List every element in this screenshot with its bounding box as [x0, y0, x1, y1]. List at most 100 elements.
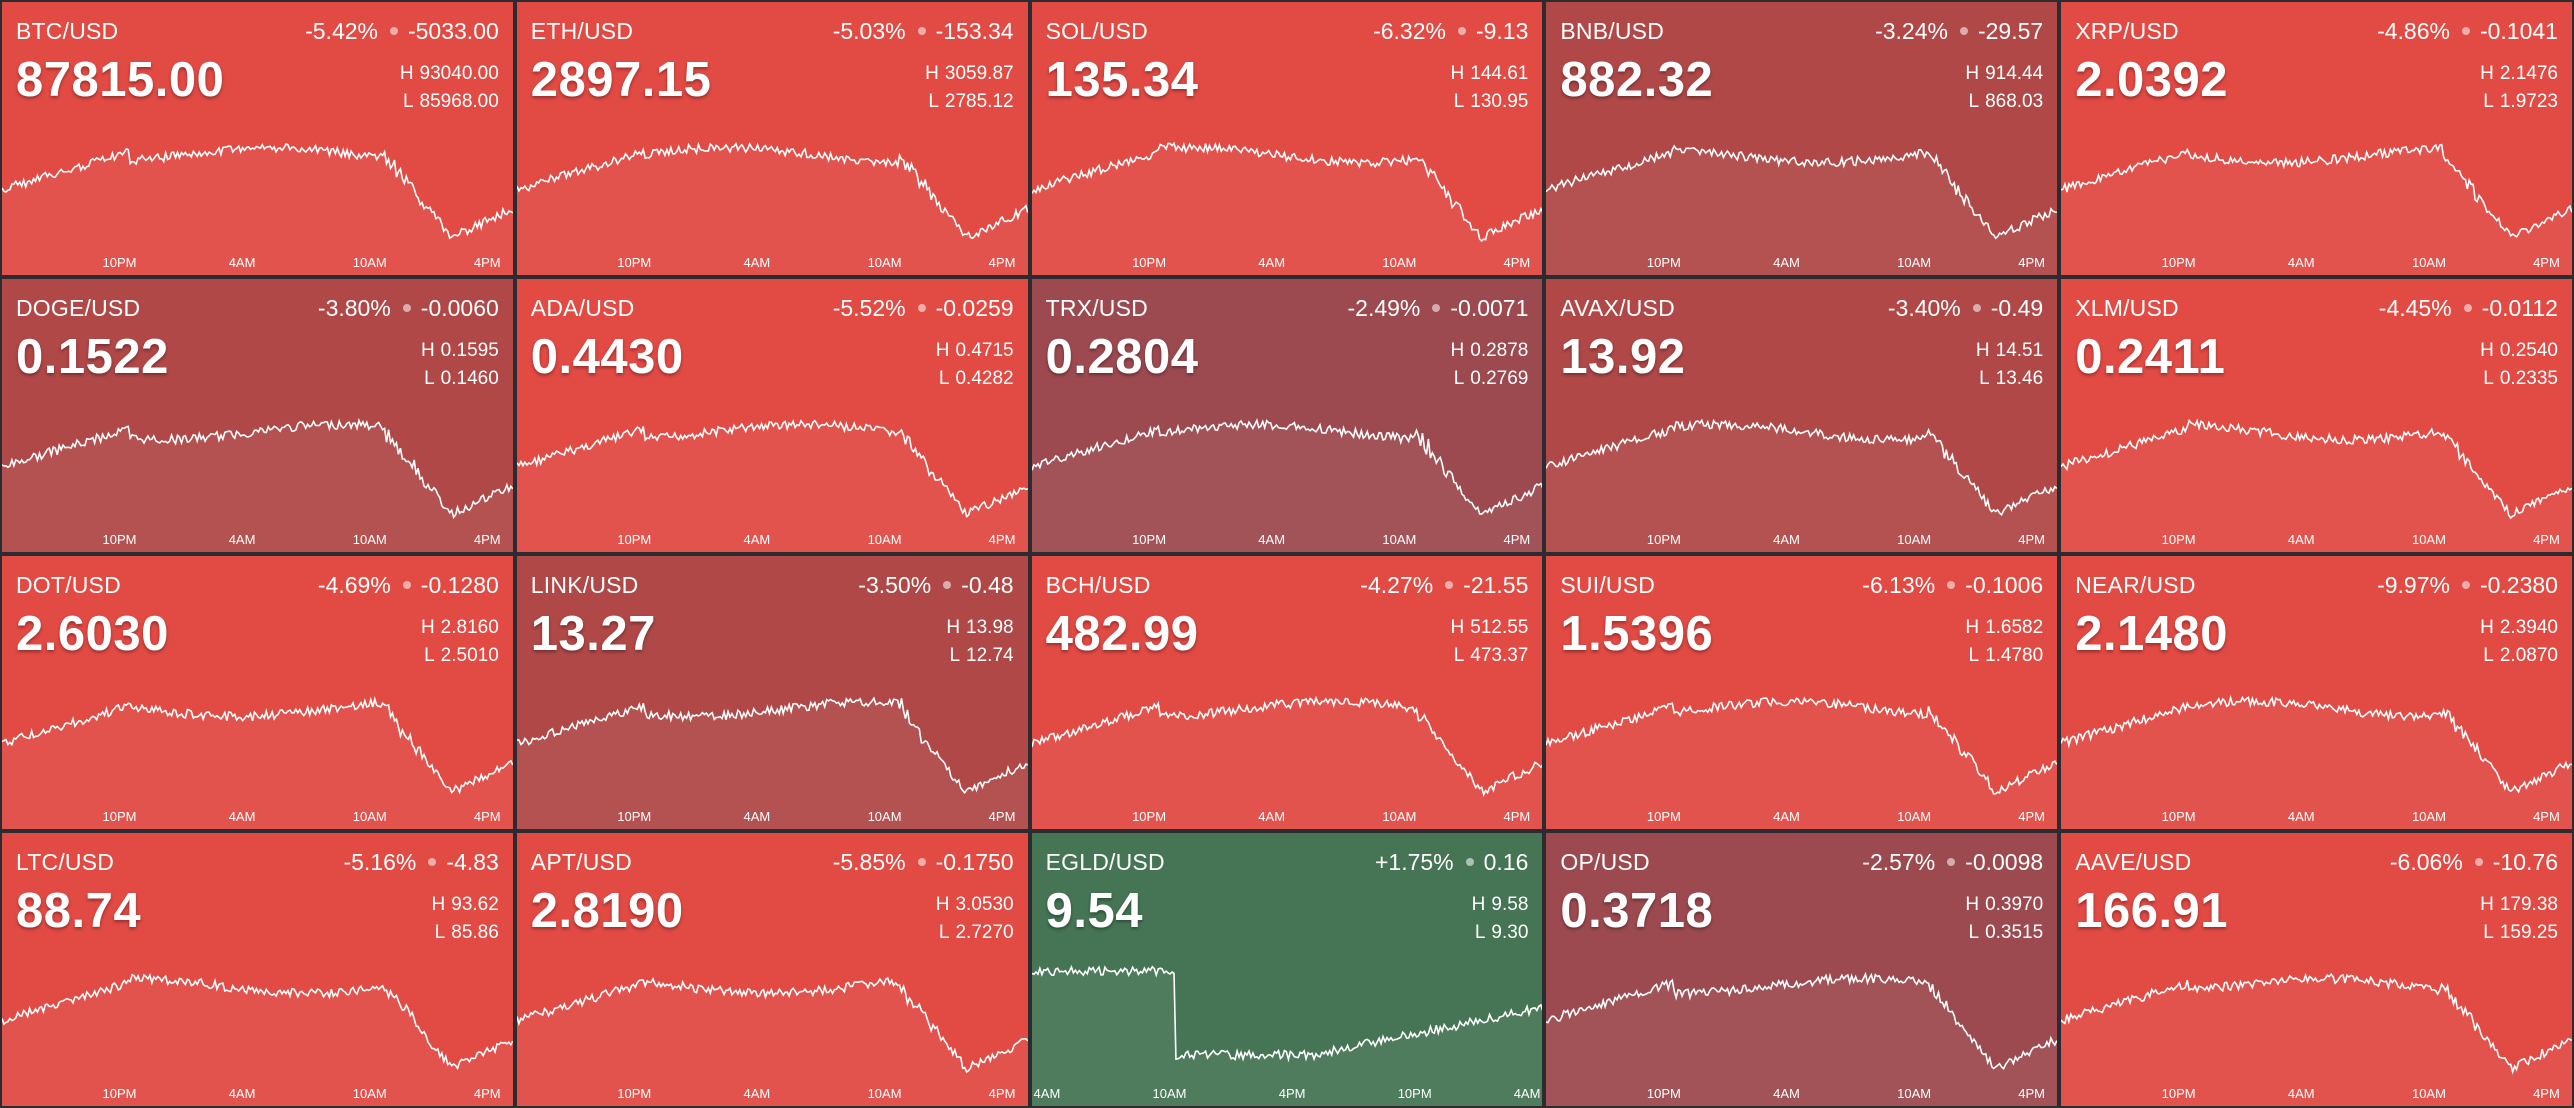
- time-axis-label: 10AM: [1382, 532, 1417, 547]
- change-info: -6.13% -0.1006: [1862, 572, 2043, 599]
- high-label: H: [420, 617, 435, 638]
- sparkline-chart: [516, 382, 1028, 552]
- change-absolute: -0.0071: [1450, 295, 1529, 321]
- time-axis-label: 4AM: [743, 532, 771, 547]
- time-axis-label: 10PM: [1397, 1086, 1432, 1101]
- high-label: H: [420, 340, 435, 361]
- sparkline-chart: [2, 659, 513, 829]
- symbol-label: ETH/USD: [530, 18, 634, 44]
- ticker-tile[interactable]: NEAR/USD -9.97% -0.2380 2.1480 H 2.3940 L 2.087…: [2061, 556, 2572, 829]
- ticker-tile[interactable]: APT/USD -5.85% -0.1750 2.8190 H 3.0530 L 2.7270…: [516, 833, 1028, 1106]
- ticker-tile[interactable]: ETH/USD -5.03% -153.34 2897.15 H 3059.87 L 2785…: [516, 2, 1028, 275]
- time-axis-label: 4PM: [473, 255, 501, 270]
- time-axis-label: 10PM: [2161, 1086, 2196, 1101]
- ticker-tile[interactable]: AAVE/USD -6.06% -10.76 166.91 H 179.38 L 159.25…: [2061, 833, 2572, 1106]
- high-low-box: H 2.1476 L 1.9723: [2480, 60, 2558, 116]
- last-price: 9.54: [1045, 884, 1143, 938]
- ticker-tile[interactable]: EGLD/USD +1.75% 0.16 9.54 H 9.58 L 9.30 4AM 10AM 4…: [1031, 833, 1543, 1106]
- low-value: 1.4780: [1985, 645, 2044, 666]
- last-price: 13.92: [1560, 330, 1686, 384]
- time-axis: 10PM 4AM 10AM 4PM: [517, 255, 1028, 271]
- low-value: 13.46: [1995, 368, 2044, 389]
- separator-dot-icon: [2474, 857, 2483, 866]
- time-axis-label: 4PM: [473, 1086, 501, 1101]
- time-axis: 10PM 4AM 10AM 4PM: [2, 1086, 513, 1102]
- sparkline-area: [2, 974, 513, 1106]
- time-axis-label: 4PM: [2018, 1086, 2046, 1101]
- low-value: 12.74: [966, 645, 1014, 666]
- sparkline-chart: [516, 936, 1028, 1106]
- symbol-label: AAVE/USD: [2075, 849, 2192, 875]
- last-price: 2897.15: [530, 53, 712, 107]
- ticker-tile[interactable]: BTC/USD -5.42% -5033.00 87815.00 H 93040.00 L 8…: [2, 2, 513, 275]
- time-axis-label: 10PM: [1132, 532, 1167, 547]
- time-axis-label: 10AM: [867, 532, 902, 547]
- time-axis-label: 4AM: [1773, 1086, 1800, 1101]
- high-low-box: H 1.6582 L 1.4780: [1965, 614, 2043, 670]
- high-value: 2.1476: [2499, 63, 2558, 84]
- time-axis-label: 10AM: [352, 1086, 387, 1101]
- ticker-tile[interactable]: DOGE/USD -3.80% -0.0060 0.1522 H 0.1595 L 0.146…: [2, 279, 513, 552]
- sparkline-area: [1031, 420, 1543, 552]
- ticker-tile[interactable]: XRP/USD -4.86% -0.1041 2.0392 H 2.1476 L 1.9723…: [2061, 2, 2572, 275]
- high-low-box: H 3059.87 L 2785.12: [925, 60, 1013, 116]
- low-label: L: [1979, 368, 1990, 389]
- sparkline-chart: [1031, 105, 1543, 275]
- symbol-label: DOGE/USD: [16, 295, 141, 321]
- ticker-tile[interactable]: BCH/USD -4.27% -21.55 482.99 H 512.55 L 473.37 1…: [1031, 556, 1543, 829]
- ticker-tile[interactable]: DOT/USD -4.69% -0.1280 2.6030 H 2.8160 L 2.5010…: [2, 556, 513, 829]
- ticker-tile[interactable]: LINK/USD -3.50% -0.48 13.27 H 13.98 L 12.74 10PM…: [516, 556, 1028, 829]
- low-value: 9.30: [1491, 922, 1529, 943]
- ticker-tile[interactable]: BNB/USD -3.24% -29.57 882.32 H 914.44 L 868.03 1…: [1546, 2, 2058, 275]
- ticker-tile[interactable]: ADA/USD -5.52% -0.0259 0.4430 H 0.4715 L 0.4282…: [516, 279, 1028, 552]
- low-value: 85968.00: [419, 91, 499, 112]
- time-axis-label: 10AM: [1382, 809, 1417, 824]
- time-axis-label: 4AM: [2287, 255, 2315, 270]
- high-value: 2.8160: [440, 617, 499, 638]
- high-label: H: [1965, 617, 1980, 638]
- change-percent: -5.85%: [832, 849, 906, 875]
- last-price: 0.3718: [1560, 884, 1714, 938]
- change-absolute: -0.0259: [935, 295, 1014, 321]
- sparkline-line: [1032, 143, 1543, 241]
- ticker-tile[interactable]: SOL/USD -6.32% -9.13 135.34 H 144.61 L 130.95 10…: [1031, 2, 1543, 275]
- time-axis-label: 10PM: [1132, 809, 1167, 824]
- high-label: H: [431, 894, 446, 915]
- low-label: L: [1968, 91, 1980, 112]
- high-low-box: H 2.8160 L 2.5010: [421, 614, 499, 670]
- time-axis: 10PM 4AM 10AM 4PM: [1546, 1086, 2057, 1102]
- low-label: L: [938, 922, 950, 943]
- time-axis-label: 10AM: [1897, 809, 1932, 824]
- sparkline-chart: [2, 936, 513, 1106]
- time-axis-label: 4AM: [228, 1086, 256, 1101]
- time-axis-label: 10PM: [2161, 532, 2196, 547]
- change-percent: +1.75%: [1374, 849, 1454, 875]
- separator-dot-icon: [2461, 580, 2470, 589]
- sparkline-area: [1031, 966, 1543, 1106]
- sparkline-chart: [1546, 382, 2058, 552]
- low-value: 868.03: [1985, 91, 2044, 112]
- time-axis-label: 4PM: [988, 1086, 1016, 1101]
- time-axis-label: 4PM: [2533, 1086, 2560, 1101]
- time-axis: 10PM 4AM 10AM 4PM: [2061, 809, 2572, 825]
- high-low-box: H 13.98 L 12.74: [946, 614, 1013, 670]
- symbol-label: AVAX/USD: [1560, 295, 1675, 321]
- high-low-box: H 93.62 L 85.86: [432, 891, 499, 947]
- change-absolute: -10.76: [2492, 849, 2558, 875]
- time-axis-label: 10PM: [102, 255, 137, 270]
- change-percent: -4.86%: [2377, 18, 2450, 44]
- ticker-tile[interactable]: LTC/USD -5.16% -4.83 88.74 H 93.62 L 85.86 10PM 4…: [2, 833, 513, 1106]
- time-axis-label: 4AM: [2287, 1086, 2315, 1101]
- low-value: 130.95: [1470, 91, 1529, 112]
- time-axis: 10PM 4AM 10AM 4PM: [1032, 809, 1543, 825]
- ticker-tile[interactable]: AVAX/USD -3.40% -0.49 13.92 H 14.51 L 13.46 10PM…: [1546, 279, 2058, 552]
- time-axis-label: 4AM: [1773, 532, 1800, 547]
- last-price: 2.1480: [2075, 607, 2229, 661]
- symbol-label: SOL/USD: [1045, 18, 1148, 44]
- ticker-tile[interactable]: SUI/USD -6.13% -0.1006 1.5396 H 1.6582 L 1.4780…: [1546, 556, 2058, 829]
- ticker-tile[interactable]: TRX/USD -2.49% -0.0071 0.2804 H 0.2878 L 0.2769…: [1031, 279, 1543, 552]
- sparkline-area: [2, 144, 513, 275]
- ticker-tile[interactable]: XLM/USD -4.45% -0.0112 0.2411 H 0.2540 L 0.2335…: [2061, 279, 2572, 552]
- ticker-tile[interactable]: OP/USD -2.57% -0.0098 0.3718 H 0.3970 L 0.3515 1…: [1546, 833, 2058, 1106]
- time-axis-label: 4PM: [473, 809, 501, 824]
